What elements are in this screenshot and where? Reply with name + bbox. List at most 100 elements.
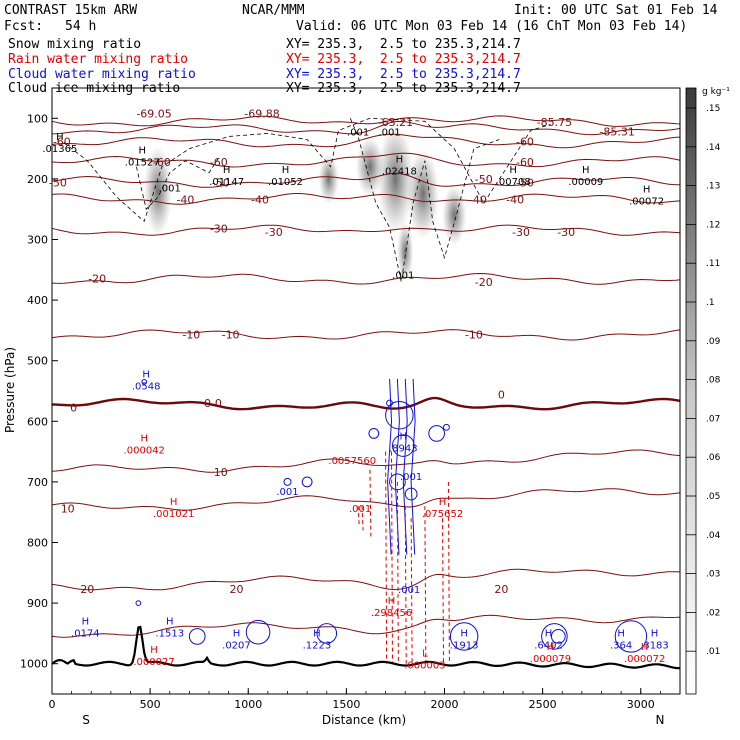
terrain-profile [52,625,680,670]
extremum-value-19: .6402 [534,640,563,651]
extremum-marker-11: H [170,497,178,508]
cloud-water-contour-9 [283,477,292,486]
x-tick-label-0: 0 [49,698,56,711]
extremum-marker-23: L [422,648,428,659]
colorbar-ramp [685,87,697,695]
temperature-contour-6 [52,224,680,236]
temperature-label-31: 10 [61,503,75,516]
x-tick-label-1: 500 [140,698,161,711]
snow-shade-4 [318,153,339,204]
fcst-label: Fcst: [4,19,44,34]
temperature-label-29: 0 [498,389,505,402]
rain-contour-4 [410,518,413,664]
extremum-marker-12: H [439,497,447,508]
extremum-value-18: .1913 [450,640,479,651]
extremum-marker-16: H [233,628,241,639]
colorbar-tick-label-7: .08 [706,376,721,386]
rain-contour-3 [404,506,407,664]
fcst-value: 54 h [65,19,97,34]
extremum-marker-13: H [388,596,396,607]
colorbar-tick-label-2: .03 [706,570,720,580]
extremum-marker-0: H [56,132,64,143]
extremum-value-8: .0548 [132,382,161,393]
temperature-contour-10 [52,449,680,473]
cloud-water-contour-5 [443,423,450,431]
temperature-label-19: -30 [265,226,283,239]
colorbar-tick-label-11: .12 [706,220,720,230]
contour-value-label-2: .001 [378,128,400,139]
x-axis-label: Distance (km) [322,713,406,727]
cloud-water-contour-7 [368,428,380,439]
temperature-label-28: 0-0 [204,397,222,410]
colorbar-tick-label-5: .06 [706,453,721,463]
field-cloudwater-name: Cloud water mixing ratio [8,67,196,82]
y-tick-label-7: 800 [27,537,48,550]
rain-contour-1 [391,451,393,664]
x-left-end-label: S [82,713,90,727]
temperature-label-32: 20 [80,583,94,596]
rain-contours [357,451,450,664]
cloud-water-contour-13 [550,629,566,644]
extremum-marker-3: H [282,165,290,176]
extremum-marker-9: H [140,433,148,444]
colorbar-tick-label-6: .07 [706,414,720,424]
extremum-value-20: .364 [610,640,632,651]
y-axis-label: Pressure (hPa) [3,347,17,433]
field-cloudwater-xy: XY= 235.3, 2.5 to 235.3,214.7 [286,67,521,82]
extremum-value-21: .3183 [640,640,669,651]
snow-shade-6 [442,185,467,246]
y-tick-label-1: 200 [27,173,48,186]
extremum-value-11: .001021 [153,509,194,520]
cloud-water-column-3 [410,378,416,555]
colorbar-tick-label-0: .01 [706,647,720,657]
extremum-marker-7: H [643,184,651,195]
temperature-label-6: -60 [516,135,534,148]
extremum-value-15: .1513 [155,628,184,639]
temperature-label-26: -10 [465,329,483,342]
snow-contour-1 [136,157,220,211]
extremum-value-13: .298456 [371,608,412,619]
temperature-label-14: -40 [176,194,194,207]
temperature-label-34: 20 [494,583,508,596]
temperature-label-8: -60 [210,156,228,169]
cloud-water-contour-6 [386,399,393,407]
temperature-label-25: -10 [222,329,240,342]
field-snow-xy: XY= 235.3, 2.5 to 235.3,214.7 [286,37,521,52]
colorbar-tick-label-9: .1 [706,298,715,308]
temperature-contour-3 [52,152,680,168]
extremum-value-24: .000079 [530,654,571,665]
colorbar-unit: g kg⁻¹ [702,87,730,97]
colorbar-tick-label-1: .02 [706,608,720,618]
extremum-value-17: .1223 [303,640,332,651]
temperature-contour-12 [52,568,680,591]
rain-contour-5 [424,506,427,664]
extremum-marker-1: H [139,146,147,157]
extremum-value-23: .000003 [404,660,445,671]
extremum-value-25: .000072 [624,654,665,665]
snow-shade-2 [406,149,439,240]
contour-value-label-5: .001 [349,504,371,515]
temperature-label-1: -69.88 [244,107,279,120]
contour-value-label-0: .001 [159,183,181,194]
extremum-marker-17: H [313,628,321,639]
temperature-label-12: -50 [475,173,493,186]
x-axis: 0 500 1000 1500 2000 2500 3000 [49,688,661,711]
temperature-label-2: -63.21 [378,116,413,129]
x-tick-label-4: 2000 [431,698,459,711]
rain-contour-2 [396,481,399,664]
extremum-value-5: .00708 [496,177,531,188]
extremum-value-4: .02418 [382,167,417,178]
extremum-marker-25: H [641,642,649,653]
temperature-contour-8 [52,329,680,341]
cloud-water-column-1 [394,378,400,555]
extremum-marker-18: H [460,628,468,639]
rain-contour-0 [385,451,388,664]
cloud-water-contour-4 [428,425,445,442]
x-tick-label-2: 1000 [234,698,262,711]
extremum-marker-21: H [651,628,659,639]
contour-value-label-7: .001 [398,585,420,596]
y-tick-label-9: 1000 [20,658,48,671]
cloud-water-contour-10 [141,379,148,385]
colorbar-tick-label-10: .11 [706,259,720,269]
temperature-contour-13 [52,614,680,638]
